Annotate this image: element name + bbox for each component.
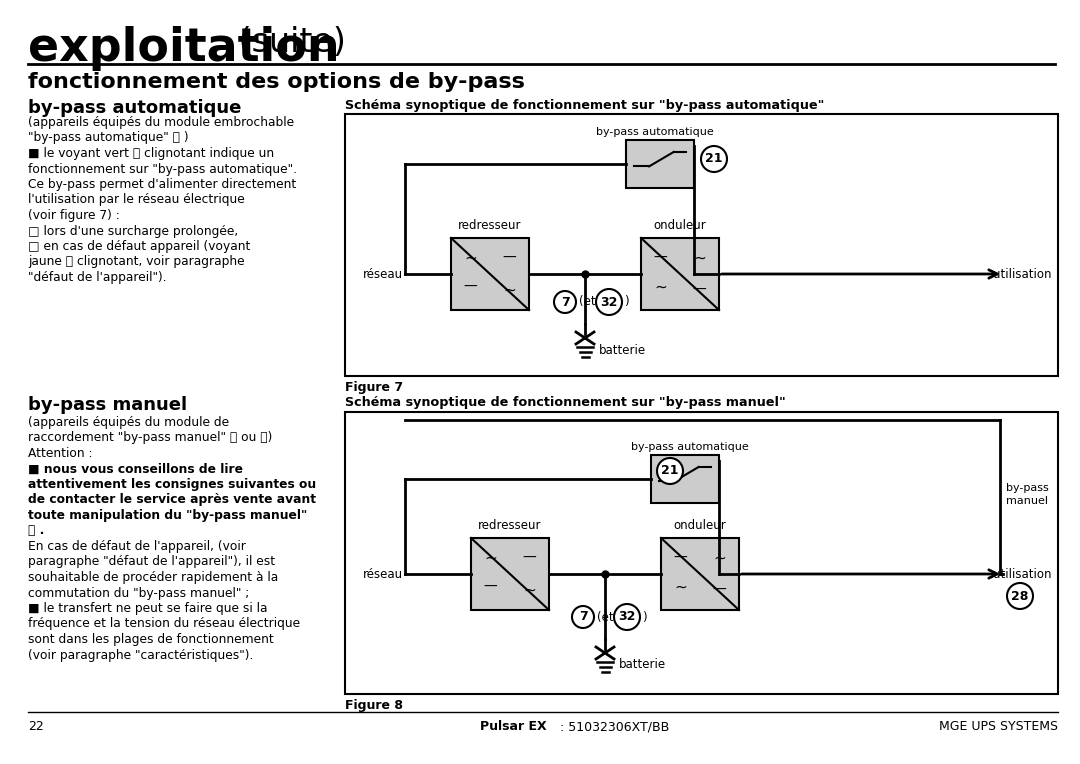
Text: utilisation: utilisation [994, 267, 1052, 280]
Text: fonctionnement des options de by-pass: fonctionnement des options de by-pass [28, 72, 525, 92]
Bar [661, 538, 739, 610]
Text: (suite): (suite) [228, 26, 346, 59]
Text: souhaitable de procéder rapidement à la: souhaitable de procéder rapidement à la [28, 571, 279, 584]
Text: ): ) [642, 610, 647, 623]
Circle shape [554, 291, 576, 313]
Text: —: — [484, 580, 498, 594]
Text: ⓜ .: ⓜ . [28, 525, 44, 538]
Text: En cas de défaut de l'appareil, (voir: En cas de défaut de l'appareil, (voir [28, 540, 246, 553]
Text: by-pass: by-pass [1005, 483, 1049, 493]
Text: by-pass manuel: by-pass manuel [28, 396, 187, 414]
Text: —: — [692, 283, 706, 297]
Text: jaune ⓫ clignotant, voir paragraphe: jaune ⓫ clignotant, voir paragraphe [28, 255, 245, 268]
Bar [451, 238, 529, 310]
Text: ~: ~ [503, 283, 516, 297]
Circle shape [1007, 583, 1032, 609]
Text: —: — [653, 251, 667, 265]
Text: onduleur: onduleur [653, 219, 706, 232]
Text: paragraphe "défaut de l'appareil"), il est: paragraphe "défaut de l'appareil"), il e… [28, 555, 275, 568]
Text: Attention :: Attention : [28, 447, 93, 460]
Text: 28: 28 [1011, 590, 1028, 603]
Text: toute manipulation du "by-pass manuel": toute manipulation du "by-pass manuel" [28, 509, 307, 522]
Circle shape [701, 146, 727, 172]
Text: ~: ~ [693, 251, 706, 266]
Circle shape [657, 458, 683, 484]
Bar [345, 412, 1058, 694]
Text: Figure 7: Figure 7 [345, 381, 403, 394]
Text: batterie: batterie [619, 659, 666, 672]
Text: Schéma synoptique de fonctionnement sur "by-pass automatique": Schéma synoptique de fonctionnement sur … [345, 99, 824, 112]
Text: (et: (et [579, 296, 596, 309]
Text: raccordement "by-pass manuel" Ⓣ ou ⓟ): raccordement "by-pass manuel" Ⓣ ou ⓟ) [28, 432, 272, 445]
Text: ■ le transfert ne peut se faire que si la: ■ le transfert ne peut se faire que si l… [28, 602, 268, 615]
Text: ~: ~ [654, 280, 666, 294]
Text: □ lors d'une surcharge prolongée,: □ lors d'une surcharge prolongée, [28, 225, 239, 238]
Text: Figure 8: Figure 8 [345, 699, 403, 712]
Text: 32: 32 [619, 610, 636, 623]
Text: MGE UPS SYSTEMS: MGE UPS SYSTEMS [939, 720, 1058, 733]
Text: ~: ~ [484, 551, 497, 565]
Text: —: — [674, 551, 687, 565]
Text: 7: 7 [561, 296, 569, 309]
Circle shape [596, 289, 622, 315]
Text: fonctionnement sur "by-pass automatique".: fonctionnement sur "by-pass automatique"… [28, 163, 297, 176]
Circle shape [572, 606, 594, 628]
Text: Ce by-pass permet d'alimenter directement: Ce by-pass permet d'alimenter directemen… [28, 178, 296, 191]
Text: "by-pass automatique" Ⓟ ): "by-pass automatique" Ⓟ ) [28, 131, 189, 144]
Text: (appareils équipés du module de: (appareils équipés du module de [28, 416, 229, 429]
Text: by-pass automatique: by-pass automatique [28, 99, 241, 117]
Text: : 51032306XT/BB: : 51032306XT/BB [556, 720, 670, 733]
Text: —: — [713, 583, 727, 597]
Text: batterie: batterie [599, 344, 646, 357]
Circle shape [615, 604, 640, 630]
Text: ): ) [624, 296, 629, 309]
Bar [642, 238, 719, 310]
Text: 7: 7 [579, 610, 588, 623]
Text: —: — [463, 280, 477, 294]
Text: exploitation: exploitation [28, 26, 339, 71]
Text: —: — [523, 551, 537, 565]
Text: 21: 21 [661, 465, 678, 478]
Text: by-pass automatique: by-pass automatique [631, 442, 748, 452]
Text: manuel: manuel [1005, 496, 1048, 506]
Text: (et: (et [597, 610, 613, 623]
Text: □ en cas de défaut appareil (voyant: □ en cas de défaut appareil (voyant [28, 240, 251, 253]
Text: (voir paragraphe "caractéristiques").: (voir paragraphe "caractéristiques"). [28, 649, 254, 662]
Text: ~: ~ [713, 551, 726, 565]
Text: (voir figure 7) :: (voir figure 7) : [28, 209, 120, 222]
Text: ~: ~ [674, 579, 687, 594]
Bar [345, 114, 1058, 376]
Text: l'utilisation par le réseau électrique: l'utilisation par le réseau électrique [28, 193, 245, 206]
Text: ■ nous vous conseillons de lire: ■ nous vous conseillons de lire [28, 462, 243, 475]
Text: (appareils équipés du module embrochable: (appareils équipés du module embrochable [28, 116, 294, 129]
Text: redresseur: redresseur [478, 519, 542, 532]
Bar [651, 455, 719, 503]
Text: Pulsar EX: Pulsar EX [480, 720, 546, 733]
Text: réseau: réseau [363, 267, 403, 280]
Text: de contacter le service après vente avant: de contacter le service après vente avan… [28, 494, 316, 507]
Text: —: — [502, 251, 516, 265]
Bar [626, 140, 694, 188]
Text: "défaut de l'appareil").: "défaut de l'appareil"). [28, 271, 166, 284]
Text: ~: ~ [464, 251, 477, 266]
Text: ■ le voyant vert ⓱ clignotant indique un: ■ le voyant vert ⓱ clignotant indique un [28, 147, 274, 160]
Text: Schéma synoptique de fonctionnement sur "by-pass manuel": Schéma synoptique de fonctionnement sur … [345, 396, 786, 409]
Text: onduleur: onduleur [674, 519, 727, 532]
Text: fréquence et la tension du réseau électrique: fréquence et la tension du réseau électr… [28, 617, 300, 630]
Text: attentivement les consignes suivantes ou: attentivement les consignes suivantes ou [28, 478, 316, 491]
Text: utilisation: utilisation [994, 568, 1052, 581]
Text: 32: 32 [600, 296, 618, 309]
Text: commutation du "by-pass manuel" ;: commutation du "by-pass manuel" ; [28, 587, 249, 600]
Text: redresseur: redresseur [458, 219, 522, 232]
Text: 21: 21 [705, 153, 723, 166]
Text: ~: ~ [523, 582, 536, 597]
Text: 22: 22 [28, 720, 44, 733]
Text: by-pass automatique: by-pass automatique [596, 127, 714, 137]
Bar [471, 538, 549, 610]
Text: sont dans les plages de fonctionnement: sont dans les plages de fonctionnement [28, 633, 273, 646]
Text: réseau: réseau [363, 568, 403, 581]
